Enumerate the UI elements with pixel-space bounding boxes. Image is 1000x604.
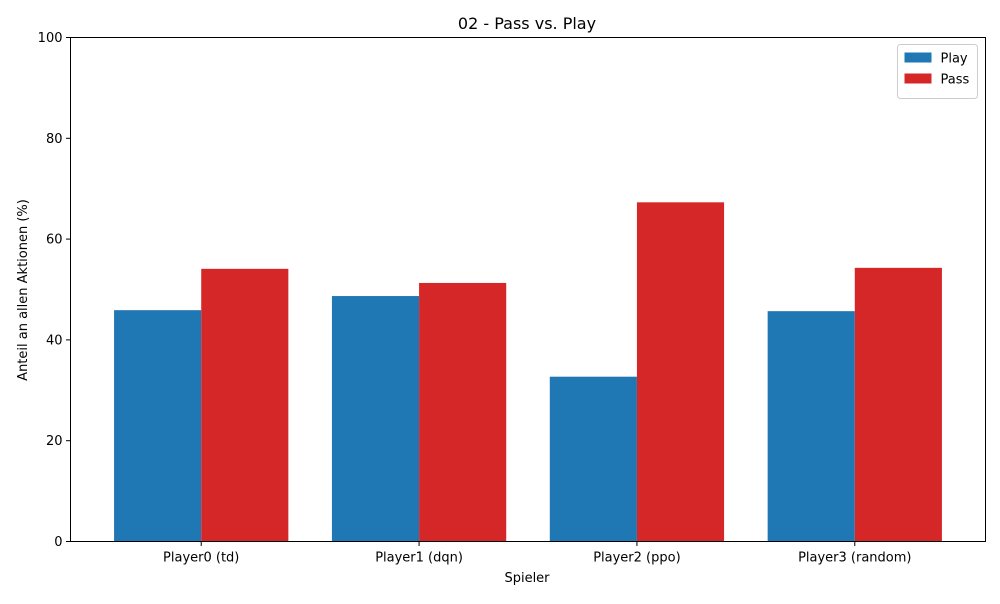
x-tick-label: Player3 (random)	[798, 551, 911, 566]
y-tick-label: 100	[38, 31, 63, 46]
x-axis-label: Spieler	[504, 571, 550, 586]
bar-pass-2	[636, 202, 725, 542]
bar-pass-0	[201, 268, 289, 542]
x-tick-label: Player0 (td)	[163, 551, 239, 566]
x-axis-ticks: Player0 (td) Player1 (dqn) Player2 (ppo) Pl…	[163, 541, 911, 566]
legend: Play Pass	[897, 44, 978, 99]
legend-label-pass: Pass	[941, 73, 970, 88]
y-tick-label: 0	[54, 535, 62, 550]
plot-frame	[70, 37, 986, 542]
bar-play-1	[331, 296, 420, 542]
legend-swatch-play	[904, 52, 932, 63]
y-axis-label: Anteil an allen Aktionen (%)	[16, 199, 31, 381]
y-axis-ticks: 0 20 40 60 80 100	[38, 31, 71, 550]
y-tick-label: 20	[46, 434, 63, 449]
legend-swatch-pass	[904, 73, 932, 84]
bars-layer	[114, 202, 942, 542]
chart-title: 02 - Pass vs. Play	[458, 14, 596, 33]
legend-label-play: Play	[941, 52, 968, 67]
y-tick-label: 60	[46, 233, 63, 248]
bar-play-2	[549, 376, 637, 542]
y-tick-label: 80	[46, 132, 63, 147]
y-tick-label: 40	[46, 333, 63, 348]
x-tick-label: Player2 (ppo)	[593, 551, 680, 566]
bar-play-3	[767, 311, 855, 542]
bar-play-0	[114, 310, 202, 542]
bar-pass-3	[854, 267, 942, 542]
bar-pass-1	[419, 282, 507, 542]
x-tick-label: Player1 (dqn)	[375, 551, 463, 566]
